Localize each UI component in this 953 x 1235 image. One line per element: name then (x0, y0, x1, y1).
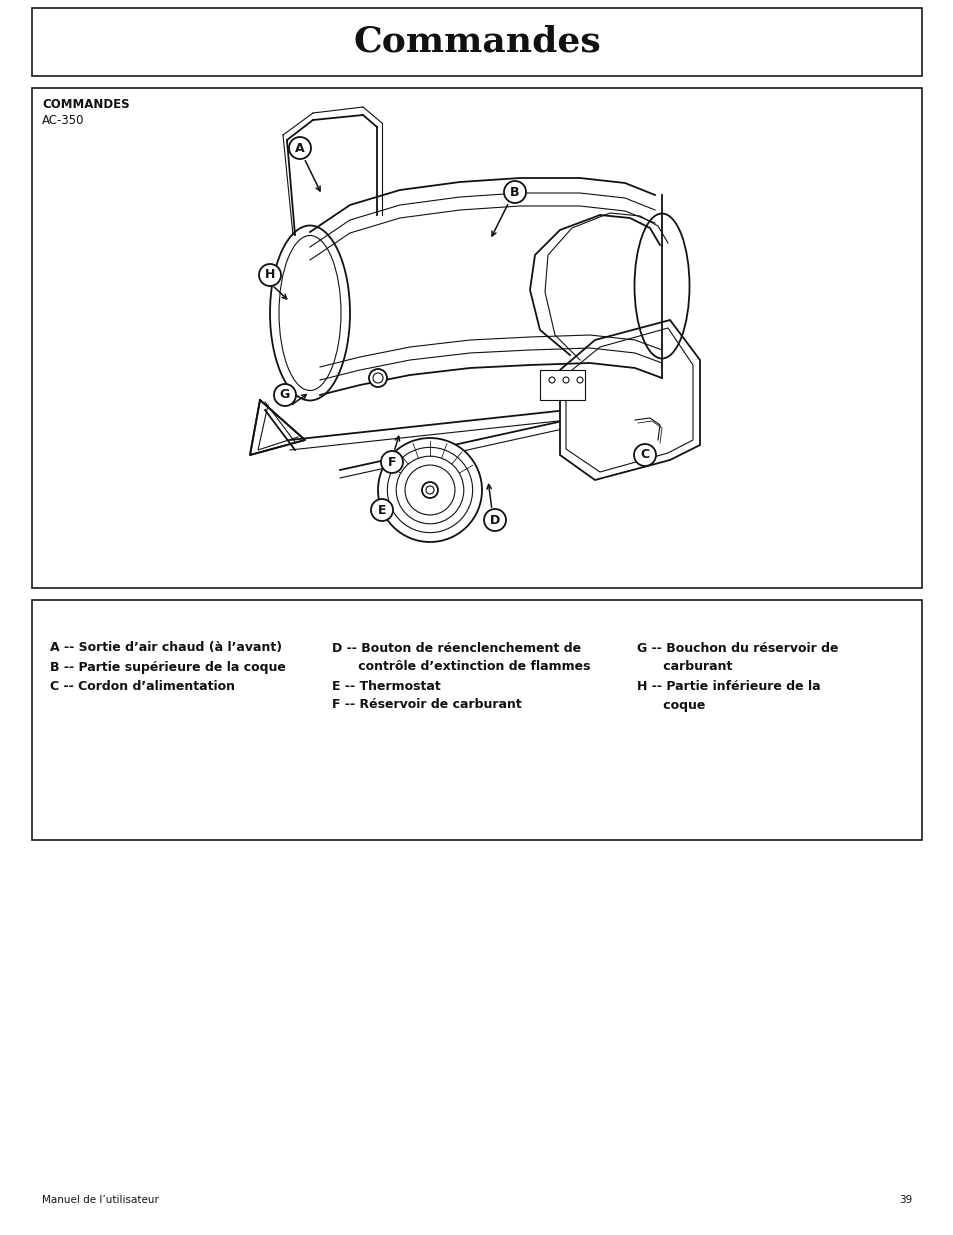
Text: B -- Partie supérieure de la coque: B -- Partie supérieure de la coque (50, 661, 286, 673)
Text: AC-350: AC-350 (42, 114, 85, 126)
Bar (32, 600, 921, 840)
Circle shape (503, 182, 525, 203)
Text: COMMANDES: COMMANDES (42, 98, 130, 110)
Text: 39: 39 (898, 1195, 911, 1205)
Text: coque: coque (637, 699, 704, 711)
Ellipse shape (377, 438, 481, 542)
Circle shape (371, 499, 393, 521)
Text: D -- Bouton de réenclenchement de: D -- Bouton de réenclenchement de (332, 641, 580, 655)
Circle shape (274, 384, 295, 406)
Circle shape (258, 264, 281, 287)
Circle shape (483, 509, 505, 531)
Text: A -- Sortie d’air chaud (à l’avant): A -- Sortie d’air chaud (à l’avant) (50, 641, 282, 655)
Text: H -- Partie inférieure de la: H -- Partie inférieure de la (637, 679, 820, 693)
Text: Commandes: Commandes (353, 25, 600, 59)
Text: Manuel de l’utilisateur: Manuel de l’utilisateur (42, 1195, 159, 1205)
Bar (539, 370, 584, 400)
Text: H: H (265, 268, 274, 282)
Circle shape (380, 451, 402, 473)
Text: C: C (639, 448, 649, 462)
Text: G: G (279, 389, 290, 401)
Text: C -- Cordon d’alimentation: C -- Cordon d’alimentation (50, 679, 234, 693)
Circle shape (634, 445, 656, 466)
Text: F -- Réservoir de carburant: F -- Réservoir de carburant (332, 699, 521, 711)
Text: B: B (510, 185, 519, 199)
Text: G -- Bouchon du réservoir de: G -- Bouchon du réservoir de (637, 641, 838, 655)
Circle shape (421, 482, 437, 498)
Bar (32, 88, 921, 588)
Circle shape (369, 369, 387, 387)
Text: contrôle d’extinction de flammes: contrôle d’extinction de flammes (332, 661, 590, 673)
Text: A: A (294, 142, 305, 154)
Text: E -- Thermostat: E -- Thermostat (332, 679, 440, 693)
Text: F: F (387, 456, 395, 468)
Text: D: D (489, 514, 499, 526)
Circle shape (289, 137, 311, 159)
Text: carburant: carburant (637, 661, 732, 673)
Text: E: E (377, 504, 386, 516)
Bar (32, 7, 921, 77)
Polygon shape (559, 320, 700, 480)
